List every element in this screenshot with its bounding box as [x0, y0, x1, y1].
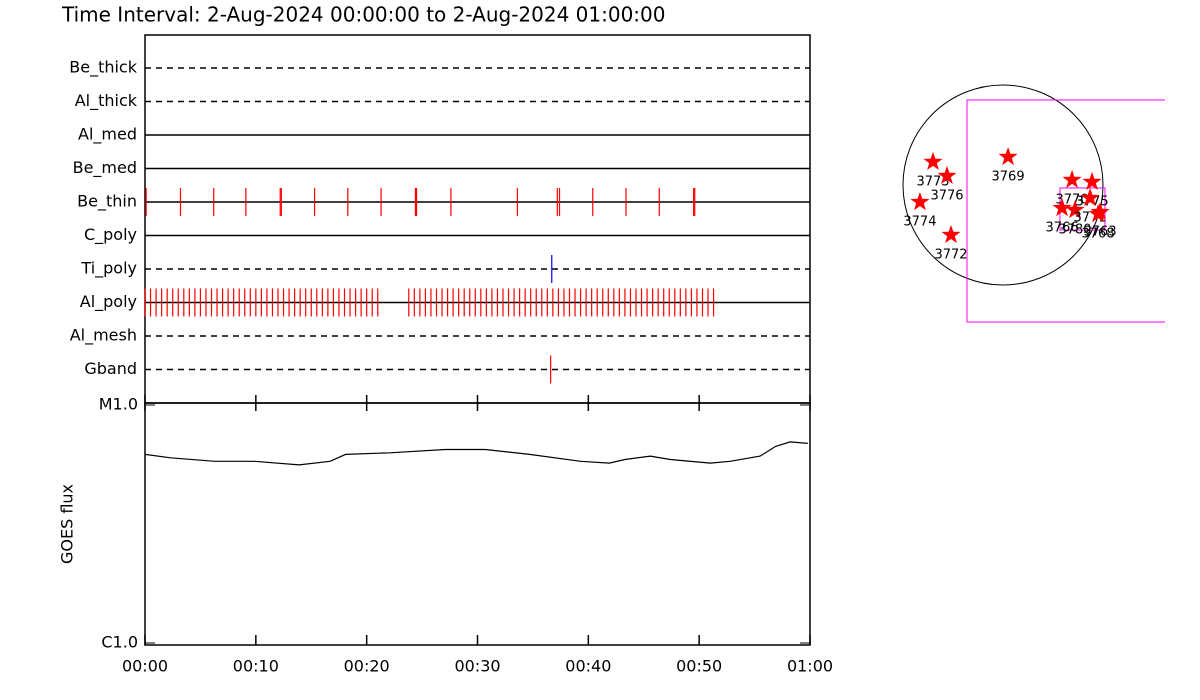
region-label: 3772: [934, 248, 967, 263]
region-label: 3763: [1084, 225, 1117, 240]
y-axis-title: GOES flux: [58, 484, 77, 564]
region-marker: [1052, 198, 1072, 217]
x-tick-label: 00:40: [565, 657, 611, 676]
region-label: 3768: [1082, 227, 1115, 242]
region-label: 3773: [916, 174, 949, 189]
filter-label: Al_mesh: [70, 326, 137, 346]
region-label: 3774: [903, 215, 936, 230]
region-marker: [1065, 200, 1085, 219]
field-of-view: [966, 99, 1165, 323]
chart-title: Time Interval: 2-Aug-2024 00:00:00 to 2-…: [61, 3, 666, 27]
filter-label: Be_med: [73, 158, 137, 178]
filter-label: Ti_poly: [80, 259, 137, 279]
region-marker: [1062, 169, 1082, 188]
x-tick-label: 00:00: [122, 657, 168, 676]
filter-label: C_poly: [84, 225, 137, 245]
timeline-frame: [144, 34, 811, 404]
x-tick-label: 00:10: [233, 657, 279, 676]
region-label: 3780: [1058, 223, 1091, 238]
region-marker: [1082, 171, 1102, 190]
x-tick-label: 00:50: [676, 657, 722, 676]
filter-label: Al_med: [78, 125, 137, 145]
filter-label: Be_thin: [77, 192, 137, 212]
y-tick-label: M1.0: [99, 395, 138, 414]
region-marker: [923, 151, 943, 170]
filter-label: Be_thick: [69, 58, 137, 78]
region-marker: [941, 225, 961, 244]
region-marker: [1088, 204, 1108, 223]
region-marker: [1080, 188, 1100, 207]
x-tick-label: 01:00: [787, 657, 833, 676]
filter-label: Al_thick: [75, 91, 138, 111]
y-tick-label: C1.0: [101, 633, 138, 652]
x-tick-label: 00:20: [344, 657, 390, 676]
solar-disk: [902, 84, 1104, 286]
region-marker: [937, 165, 957, 184]
region-label: 3769: [992, 170, 1025, 185]
region-label: 3766: [1046, 221, 1079, 236]
x-tick-label: 00:30: [454, 657, 500, 676]
goes-frame: [144, 402, 811, 646]
region-marker: [998, 147, 1018, 166]
region-label: 3776: [930, 188, 963, 203]
goes-line: [144, 441, 808, 466]
filter-label: Gband: [84, 359, 137, 378]
filter-label: Al_poly: [80, 292, 137, 312]
region-marker: [910, 192, 930, 211]
map: 3773377637743772376937703775376637803771…: [902, 84, 1165, 323]
